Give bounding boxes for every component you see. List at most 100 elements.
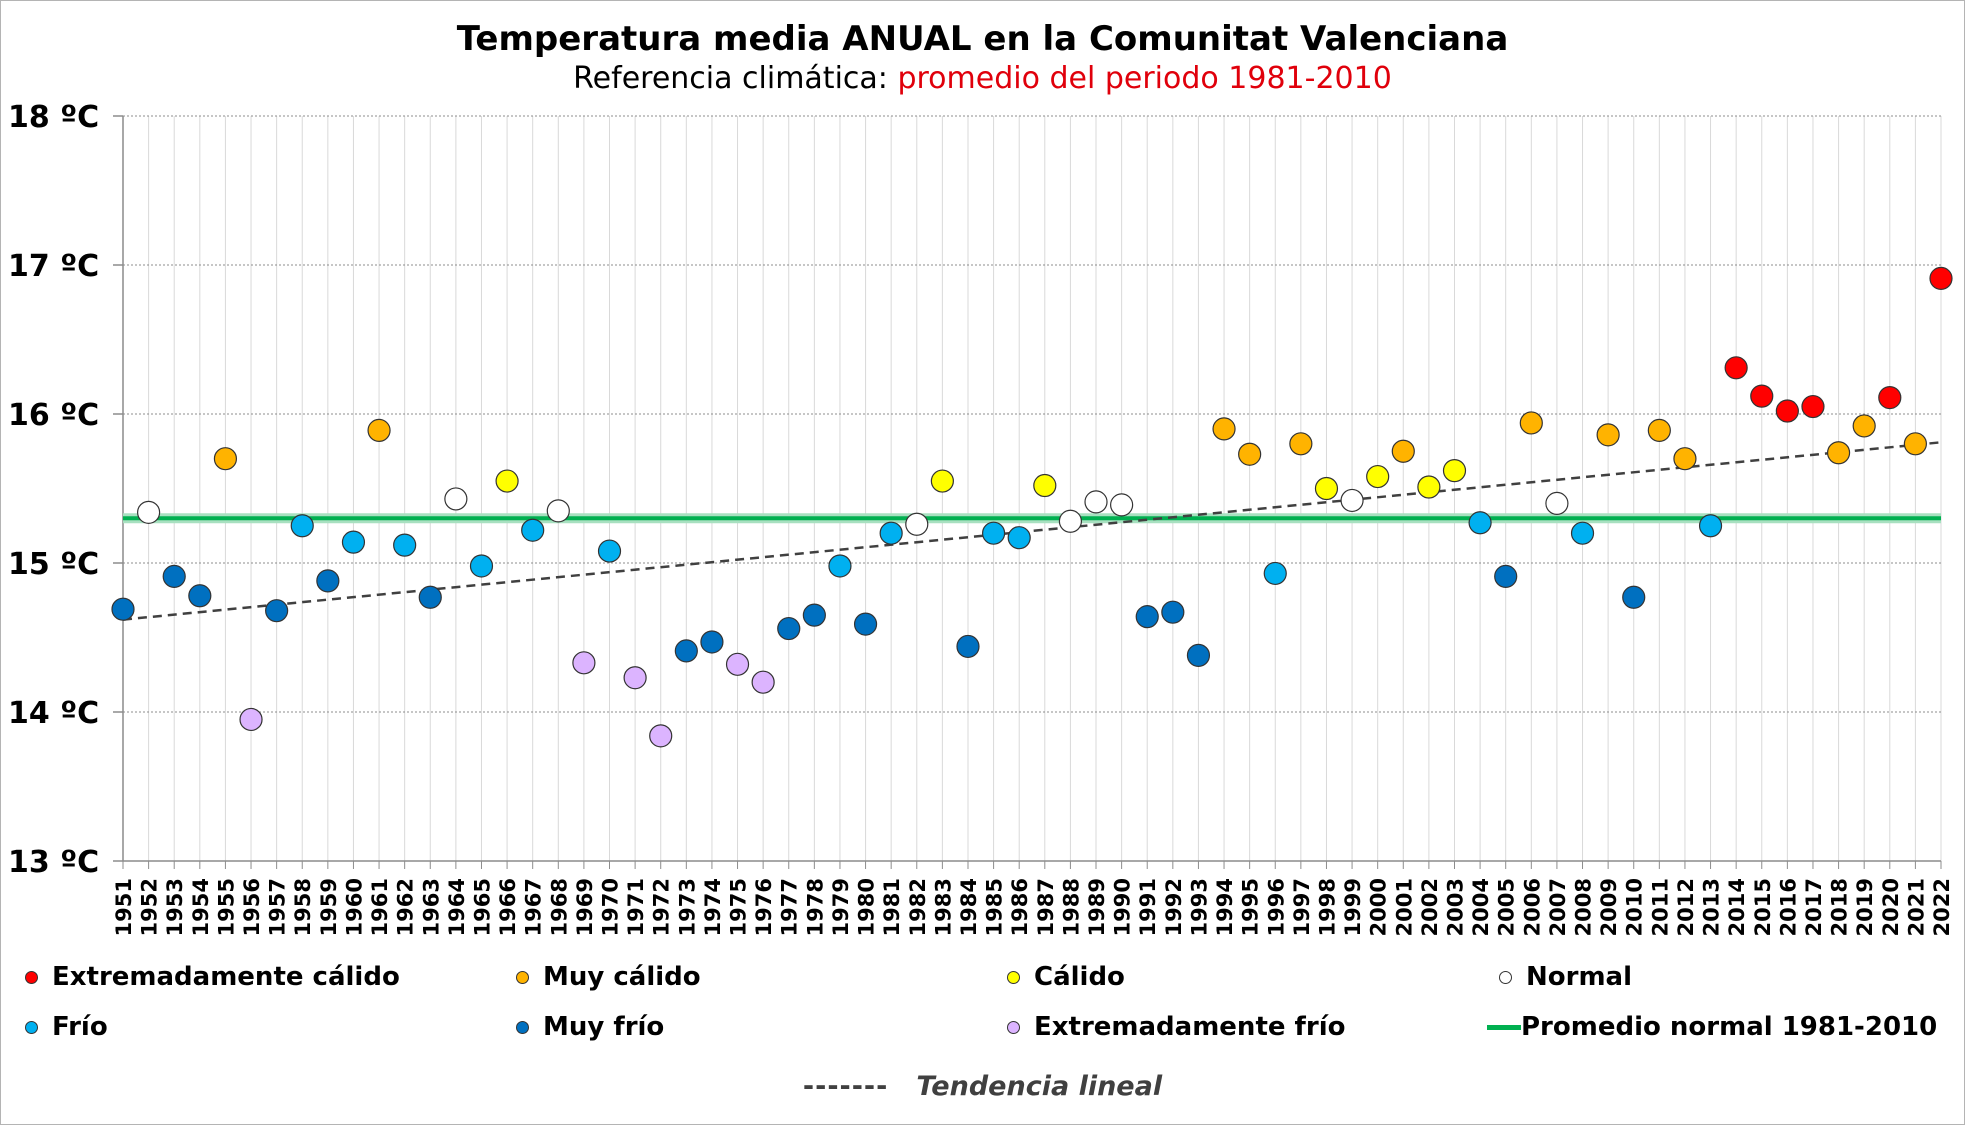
data-point-1974 [700,630,724,654]
data-point-1991 [1135,605,1159,629]
data-point-1972 [649,724,673,748]
data-point-2013 [1698,514,1723,538]
legend-calido: Cálido [1007,962,1125,992]
data-point-1970 [597,539,622,563]
data-point-2009 [1596,423,1620,447]
x-tick-label: 1957 [266,878,290,936]
data-point-1978 [802,603,826,627]
data-point-1957 [265,599,289,623]
subtitle-prefix: Referencia climática: [573,61,898,96]
data-point-2015 [1750,384,1774,408]
legend-ext-frio: Extremadamente frío [1007,1012,1345,1042]
trend-line [122,441,1942,621]
x-tick-labels: 1951 1952 1953 1954 1955 1956 1957 1958 1959 1960… [112,878,1954,936]
data-point-2019 [1852,414,1876,438]
x-tick-label: 1952 [138,878,162,936]
x-tick-label: 1968 [547,878,571,936]
x-tick-label: 1978 [803,878,827,936]
x-tick-label: 1963 [419,878,443,936]
data-point-2011 [1647,418,1671,442]
data-point-1977 [777,616,801,641]
data-point-1981 [879,521,903,545]
data-points [111,266,1953,748]
x-tick-label: 1976 [752,878,776,936]
x-tick-label: 1973 [675,878,699,936]
legend-trend: ------- Tendencia lineal [1,1071,1964,1102]
x-tick-label: 2011 [1648,878,1672,936]
x-tick-label: 1996 [1264,878,1288,936]
x-tick-label: 1985 [983,878,1007,936]
y-tick-label: 15 ºC [8,547,99,582]
x-tick-label: 1998 [1315,878,1339,936]
y-tick-label: 16 ºC [8,398,99,433]
x-tick-label: 2014 [1725,878,1749,936]
legend-normal: Normal [1499,962,1632,992]
legend-dot-icon [1007,970,1020,984]
data-point-1956 [239,707,263,732]
data-point-1975 [725,652,750,676]
legend-dot-icon [25,970,38,984]
x-tick-label: 1955 [214,878,238,936]
trend-dash-icon: ------- [802,1071,889,1102]
y-tick-label: 18 ºC [8,100,99,135]
trend-line-group [122,441,1942,621]
x-tick-label: 1959 [317,878,341,936]
x-tick-label: 2006 [1520,878,1544,936]
data-point-1961 [367,418,391,442]
x-tick-label: 1970 [599,878,623,936]
data-point-2022 [1929,266,1953,291]
x-tick-label: 1994 [1213,878,1237,936]
data-point-1971 [623,666,647,690]
x-tick-label: 1993 [1187,878,1211,936]
x-tick-label: 1991 [1136,878,1160,936]
x-tick-label: 2018 [1828,878,1852,936]
data-point-1968 [546,499,570,523]
x-tick-label: 2012 [1674,878,1698,936]
legend-dot-icon [516,1020,529,1034]
x-tick-label: 2002 [1418,878,1442,936]
legend-label: Muy frío [543,1012,665,1042]
data-point-1988 [1058,509,1083,533]
x-tick-label: 1979 [829,878,853,936]
legend-label: Cálido [1034,962,1125,992]
x-tick-label: 2017 [1802,878,1826,936]
data-point-1966 [495,469,519,493]
legend-dot-icon [25,1020,38,1034]
data-point-1955 [213,447,238,471]
x-tick-label: 1960 [342,878,366,936]
data-point-1960 [341,530,366,554]
data-point-2008 [1570,521,1595,545]
x-tick-label: 2010 [1623,878,1647,936]
data-point-1962 [393,533,417,557]
data-point-1958 [290,514,314,538]
legend-label: Tendencia lineal [916,1071,1163,1102]
data-point-1951 [111,597,135,621]
axes [113,115,1942,869]
data-point-1976 [751,670,775,694]
data-point-1995 [1238,442,1262,466]
x-tick-label: 1989 [1085,878,1109,936]
x-tick-label: 2003 [1443,878,1467,936]
x-tick-label: 1971 [624,878,648,936]
legend-label: Promedio normal 1981-2010 [1521,1012,1938,1042]
data-point-1965 [469,554,494,578]
data-point-2005 [1494,564,1518,589]
x-tick-label: 1990 [1111,878,1135,936]
x-tick-label: 1954 [189,878,213,936]
data-point-1997 [1289,432,1313,456]
data-point-2006 [1519,411,1543,435]
data-point-2012 [1673,447,1697,471]
data-point-2000 [1366,464,1390,489]
data-point-2014 [1724,356,1748,380]
x-tick-label: 1966 [496,878,520,936]
y-tick-label: 13 ºC [8,845,99,880]
x-tick-label: 2015 [1751,878,1775,936]
legend-label: Extremadamente cálido [52,962,400,992]
x-tick-label: 1999 [1341,878,1365,936]
data-point-1984 [956,634,980,659]
data-point-2007 [1545,491,1569,515]
x-tick-label: 2008 [1572,878,1596,936]
x-tick-label: 2000 [1367,878,1391,936]
legend-muy-frio: Muy frío [516,1012,664,1042]
